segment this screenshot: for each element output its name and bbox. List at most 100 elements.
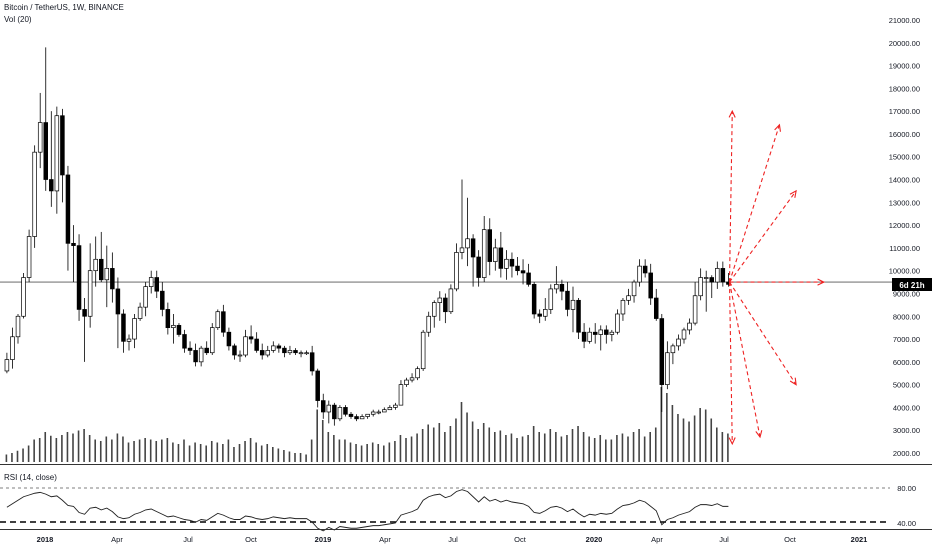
volume-bar — [516, 438, 518, 462]
candle-down — [226, 331, 232, 347]
volume-bar — [677, 414, 679, 462]
volume-bar — [11, 453, 13, 462]
volume-bar — [654, 427, 657, 462]
volume-bar — [616, 435, 618, 462]
candle-down — [76, 245, 82, 310]
candle-up — [687, 322, 692, 331]
price-axis[interactable]: 21000.00 20000.00 19000.00 18000.00 17000.00… — [889, 16, 920, 458]
volume-bar — [666, 393, 668, 462]
volume-bar — [122, 436, 124, 462]
candle-up — [4, 359, 10, 372]
price-tick-label: 13000.00 — [889, 198, 920, 207]
volume-bar — [55, 438, 58, 462]
candle-up — [626, 295, 631, 301]
volume-bar — [111, 439, 113, 462]
candle-up — [387, 407, 393, 411]
candle-down — [321, 400, 326, 413]
volume-bar — [660, 387, 663, 462]
price-tick-label: 10000.00 — [889, 267, 920, 276]
volume-bar — [183, 439, 185, 462]
volume-bar — [682, 418, 685, 462]
volume-bar — [188, 445, 191, 462]
volume-bar — [588, 436, 590, 462]
volume-bar — [405, 438, 407, 462]
candle-up — [326, 404, 332, 413]
rsi-tick-label: 80.00 — [897, 484, 916, 493]
candle-down — [248, 336, 254, 340]
volume-bar — [338, 439, 341, 462]
volume-bar — [260, 445, 263, 462]
candle-up — [570, 299, 576, 310]
volume-bar — [99, 441, 102, 462]
candle-down — [343, 407, 348, 415]
volume-bar — [272, 447, 274, 462]
candle-down — [559, 284, 565, 292]
projection-arrow-line — [728, 281, 761, 438]
volume-bar — [394, 441, 396, 462]
time-tick-label: 2021 — [851, 535, 868, 544]
candle-down — [354, 416, 359, 420]
candle-up — [304, 352, 309, 355]
projection-arrow-line — [728, 111, 733, 283]
candle-up — [620, 299, 626, 315]
volume-bar — [643, 436, 646, 462]
candle-up — [598, 329, 603, 335]
rsi-panel: 80.00 40.00 — [0, 484, 916, 532]
candle-up — [665, 352, 670, 385]
price-tick-label: 8000.00 — [893, 312, 920, 321]
volume-bar — [704, 409, 707, 462]
candle-up — [37, 122, 43, 153]
volume-bar — [366, 444, 368, 462]
volume-bar — [22, 448, 24, 462]
volume-bar — [432, 427, 435, 462]
price-tick-label: 6000.00 — [893, 358, 920, 367]
volume-bar — [582, 432, 585, 462]
candle-down — [60, 115, 65, 176]
time-tick-label: Apr — [651, 535, 663, 544]
volume-bar — [543, 433, 546, 462]
time-axis[interactable]: 2018 Apr Jul Oct 2019 Apr Jul Oct 2020 Apr Jul Oct 2… — [0, 464, 932, 545]
volume-bar — [610, 439, 613, 462]
price-tick-label: 20000.00 — [889, 39, 920, 48]
volume-bar — [222, 444, 224, 462]
candle-up — [148, 277, 154, 287]
candle-up — [703, 277, 709, 279]
candle-down — [537, 313, 542, 317]
volume-bar — [571, 429, 574, 462]
volume-bar — [177, 444, 180, 462]
price-tick-label: 21000.00 — [889, 16, 920, 25]
volume-bar — [227, 439, 230, 462]
volume-bar — [349, 442, 352, 462]
candle-down — [121, 313, 126, 342]
volume-bar — [88, 435, 91, 462]
volume-bar — [94, 439, 96, 462]
candle-down — [604, 329, 609, 335]
volume-bar — [538, 432, 540, 462]
projection-arrow-head — [817, 278, 826, 286]
candle-up — [615, 313, 620, 333]
time-tick-label: 2018 — [37, 535, 54, 544]
volume-bar — [144, 438, 146, 462]
candle-down — [98, 258, 104, 281]
volume-bar — [383, 445, 385, 462]
candle-up — [554, 284, 559, 290]
volume-bar — [510, 433, 513, 462]
volume-bar — [360, 445, 363, 462]
candle-down — [515, 265, 520, 272]
projection-arrow-head — [728, 437, 736, 446]
volume-bar — [249, 438, 252, 462]
price-tick-label: 19000.00 — [889, 62, 920, 71]
volume-bar — [632, 432, 635, 462]
volume-bar — [238, 444, 241, 462]
volume-bar — [621, 433, 624, 462]
volume-bar — [649, 432, 651, 462]
candle-down — [176, 325, 182, 335]
candle-down — [509, 258, 515, 267]
volume-bar — [138, 439, 141, 462]
volume-bar — [161, 439, 163, 462]
volume-bar — [205, 445, 207, 462]
volume-bar — [50, 435, 52, 462]
candle-up — [504, 258, 509, 269]
candle-down — [282, 347, 287, 354]
